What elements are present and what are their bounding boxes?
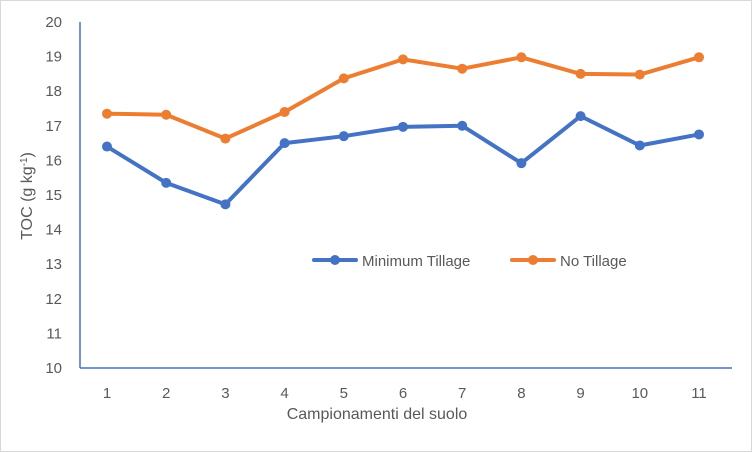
y-tick-label: 16 — [45, 152, 62, 169]
data-point — [457, 63, 468, 74]
data-point — [102, 108, 112, 119]
data-point — [398, 54, 408, 65]
y-tick-label: 14 — [45, 222, 62, 239]
x-axis-title: Campionamenti del suolo — [287, 406, 468, 423]
y-tick-label: 17 — [45, 118, 62, 135]
data-point — [516, 158, 527, 169]
series-no-tillage — [102, 52, 704, 144]
series-layer — [102, 52, 704, 210]
y-axis-title: TOC (g kg-1) — [19, 152, 37, 240]
y-tick-label: 19 — [45, 49, 62, 66]
series-minimum-tillage — [102, 111, 704, 210]
x-tick-label: 2 — [162, 385, 170, 402]
y-tick-label: 13 — [45, 256, 62, 273]
x-tick-label: 6 — [399, 385, 407, 402]
y-tick-label: 10 — [45, 360, 62, 377]
data-point — [220, 133, 231, 144]
data-point — [634, 69, 645, 80]
data-point — [279, 106, 290, 117]
x-tick-label: 9 — [576, 385, 584, 402]
legend-entry: No Tillage — [560, 253, 627, 270]
y-tick-label: 11 — [46, 325, 62, 342]
data-point — [398, 121, 408, 132]
data-point — [575, 68, 586, 79]
x-tick-labels: 1 2 3 4 5 6 7 8 9 10 11 — [103, 385, 707, 402]
data-point — [161, 177, 172, 188]
x-tick-label: 10 — [631, 385, 648, 402]
y-tick-label: 12 — [45, 291, 62, 308]
y-tick-label: 20 — [45, 14, 62, 31]
data-point — [457, 120, 468, 131]
data-point — [694, 129, 704, 140]
data-point — [102, 141, 112, 152]
legend-swatch-marker — [528, 255, 538, 265]
x-tick-label: 4 — [280, 385, 288, 402]
x-tick-label: 1 — [103, 385, 111, 402]
y-tick-label: 15 — [45, 187, 62, 204]
legend-entry: Minimum Tillage — [362, 253, 470, 270]
y-axis-title-main: TOC (g kg — [19, 166, 36, 240]
y-tick-label: 18 — [45, 83, 62, 100]
x-tick-label: 8 — [517, 385, 525, 402]
data-point — [516, 52, 527, 63]
y-tick-labels: 10 11 12 13 14 15 16 17 18 19 20 — [45, 14, 62, 377]
x-tick-label: 11 — [691, 385, 707, 402]
x-tick-label: 5 — [340, 385, 348, 402]
x-tick-label: 3 — [221, 385, 229, 402]
data-point — [161, 109, 172, 120]
data-point — [634, 140, 645, 151]
legend-swatch-marker — [330, 255, 340, 265]
data-point — [694, 52, 704, 63]
legend: Minimum Tillage No Tillage — [312, 253, 627, 270]
data-point — [338, 131, 349, 142]
y-axis-title-superscript: -1 — [19, 157, 30, 166]
data-point — [279, 138, 290, 149]
data-point — [220, 199, 231, 210]
data-point — [575, 111, 586, 122]
x-tick-label: 7 — [458, 385, 466, 402]
y-axis-title-end: ) — [19, 152, 36, 157]
data-point — [338, 73, 349, 84]
